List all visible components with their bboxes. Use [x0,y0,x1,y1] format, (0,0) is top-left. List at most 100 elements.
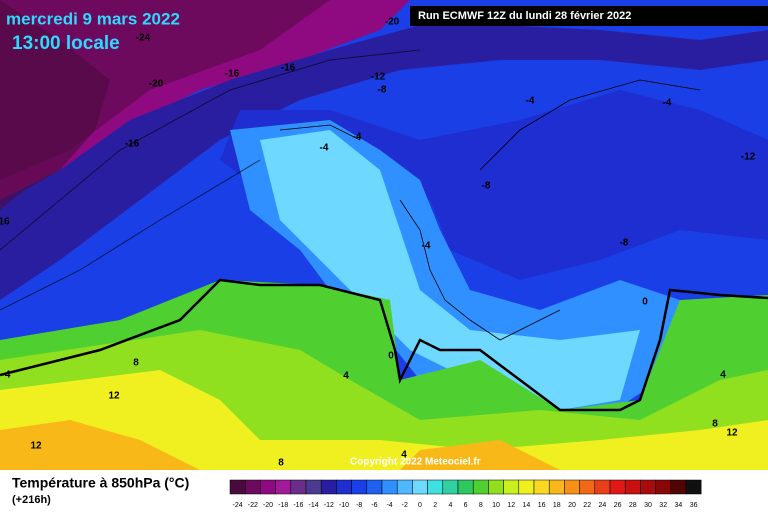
legend-label: 4 [448,502,452,509]
legend-label: -20 [263,502,273,509]
legend-swatch [670,479,687,495]
contour-labels: -20 -24 -16 -16 -20 -12 -8 -4 -4 -4 -4 -16 -8 -12 16 -8… [0,17,756,469]
contour-label: -24 [136,33,151,44]
legend-swatch [260,479,276,495]
legend-swatch [320,479,337,495]
contour-label: 12 [108,391,120,402]
legend-swatch [503,479,520,495]
legend-label: -22 [248,502,258,509]
legend-label: 18 [553,502,561,509]
legend-label: -4 [386,502,392,509]
contour-label: -4 [526,96,535,107]
legend-label: -2 [402,502,408,509]
legend-label: -8 [356,502,362,509]
legend-swatch [655,479,672,495]
run-banner [410,6,768,26]
contour-label: -8 [378,85,387,96]
legend-label: 20 [568,502,576,509]
contour-label: -20 [149,79,164,90]
forecast-date: mercredi 9 mars 2022 [6,9,180,28]
contour-label: -12 [371,72,386,83]
legend-label: -10 [339,502,349,509]
isotherm-line [0,49,421,311]
isotherm-line [0,278,768,412]
legend-swatch [412,479,428,495]
legend-label: 36 [690,502,698,509]
color-legend: -24 -22 -20 -18 -16 -14 -12 -10 -8 -6 -4 -2 0 2 4 6 8 10 1… [229,479,702,509]
legend-swatch [594,479,611,495]
legend-swatch [685,479,702,495]
contour-label: 8 [278,458,284,469]
legend-swatch [396,479,413,495]
forecast-time: 13:00 locale [12,33,120,54]
legend-label: 28 [629,502,637,509]
legend-swatch [564,479,580,495]
legend-swatch [244,479,261,495]
legend-label: 24 [599,502,607,509]
contour-label: 4 [720,370,726,381]
contour-label: -4 [663,98,672,109]
contour-label: 16 [0,217,10,228]
footer-title: Température à 850hPa (°C) [12,475,189,491]
contour-label: -16 [281,63,296,74]
legend-swatch [488,479,504,495]
contour-label: -4 [320,143,329,154]
contour-label: -16 [225,69,240,80]
legend-swatch [290,479,307,495]
legend-label: 2 [433,502,437,509]
legend-swatch [457,479,474,495]
legend-swatch [609,479,626,495]
legend-label: -12 [324,502,334,509]
legend-label: 10 [492,502,500,509]
legend-label: 14 [523,502,531,509]
legend-swatch [305,479,322,495]
contour-label: 4 [401,450,407,461]
legend-swatch [229,479,246,495]
legend-label: 22 [583,502,591,509]
legend-swatch [624,479,641,495]
legend-swatch [275,479,292,495]
legend-label: -6 [371,502,377,509]
legend-label: -14 [309,502,319,509]
contour-label: -8 [620,238,629,249]
legend-swatch [366,479,383,495]
contour-label: 8 [133,358,139,369]
contour-label: -4 [2,370,11,381]
legend-label: 8 [479,502,483,509]
legend-label: 16 [538,502,546,509]
legend-label: 34 [675,502,683,509]
legend-label: -16 [293,502,303,509]
legend-label: 32 [659,502,667,509]
contour-label: -4 [422,241,431,252]
legend-swatch [381,479,398,495]
contour-label: -12 [741,152,756,163]
legend-swatch [472,479,489,495]
contour-label: 12 [30,441,42,452]
legend-swatch [351,479,368,495]
legend-swatch [442,479,459,495]
legend-swatch [640,479,656,495]
contour-label: 8 [712,419,718,430]
legend-label: 12 [507,502,515,509]
run-info: Run ECMWF 12Z du lundi 28 février 2022 [418,10,631,22]
contour-label: -20 [385,17,400,28]
contour-label: -8 [482,181,491,192]
copyright: Copyright 2022 Meteociel.fr [350,457,481,468]
legend-label: -18 [278,502,288,509]
legend-label: 0 [418,502,422,509]
legend-swatch [579,479,596,495]
legend-label: 6 [464,502,468,509]
legend-swatch [533,479,550,495]
lead-time: (+216h) [12,494,51,506]
legend-label: 30 [644,502,652,509]
contour-label: -4 [353,132,362,143]
contour-label: 0 [642,297,648,308]
legend-swatch [427,479,444,495]
map-background [0,0,768,470]
contour-label: -16 [125,139,140,150]
contour-label: 0 [388,351,394,362]
contour-label: 4 [343,371,349,382]
legend-swatch [336,479,352,495]
legend-swatch [518,479,535,495]
